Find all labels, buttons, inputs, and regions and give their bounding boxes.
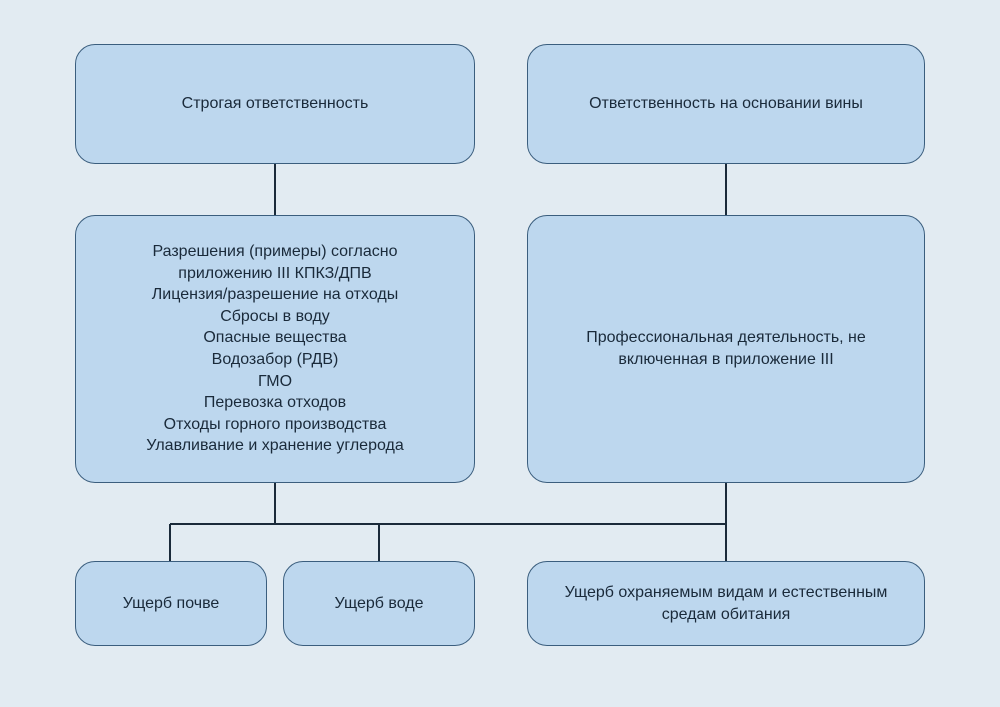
node-label: Ущерб воде [335,593,424,615]
node-line: Разрешения (примеры) согласно [152,241,397,263]
node-label: Профессиональная деятельность, не включе… [540,327,912,370]
node-line: Сбросы в воду [220,306,330,328]
node-line: ГМО [258,371,292,393]
node-professional-activity: Профессиональная деятельность, не включе… [527,215,925,483]
node-permits-list: Разрешения (примеры) согласно приложению… [75,215,475,483]
connector-line [169,524,170,561]
connector-line [725,164,726,215]
node-fault-liability: Ответственность на основании вины [527,44,925,164]
node-line: Улавливание и хранение углерода [146,435,404,457]
node-line: Водозабор (РДВ) [212,349,339,371]
connector-line [274,483,275,524]
connector-line [378,524,379,561]
connector-line [725,483,726,561]
node-line: приложению III КПКЗ/ДПВ [178,263,371,285]
node-soil-damage: Ущерб почве [75,561,267,646]
node-label: Ущерб охраняемым видам и естественным ср… [540,582,912,625]
node-line: Отходы горного производства [164,414,387,436]
node-species-damage: Ущерб охраняемым видам и естественным ср… [527,561,925,646]
node-line: Опасные вещества [203,327,346,349]
node-line: Лицензия/разрешение на отходы [152,284,398,306]
node-label: Ущерб почве [123,593,220,615]
connector-line [170,523,727,524]
connector-line [274,164,275,215]
node-label: Строгая ответственность [182,93,369,115]
node-strict-liability: Строгая ответственность [75,44,475,164]
diagram-canvas: Строгая ответственность Ответственность … [0,0,1000,707]
node-line: Перевозка отходов [204,392,346,414]
node-water-damage: Ущерб воде [283,561,475,646]
node-label: Ответственность на основании вины [589,93,863,115]
